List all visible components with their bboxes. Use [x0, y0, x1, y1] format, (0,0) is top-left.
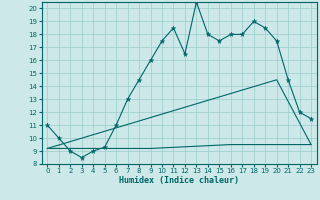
X-axis label: Humidex (Indice chaleur): Humidex (Indice chaleur): [119, 176, 239, 185]
